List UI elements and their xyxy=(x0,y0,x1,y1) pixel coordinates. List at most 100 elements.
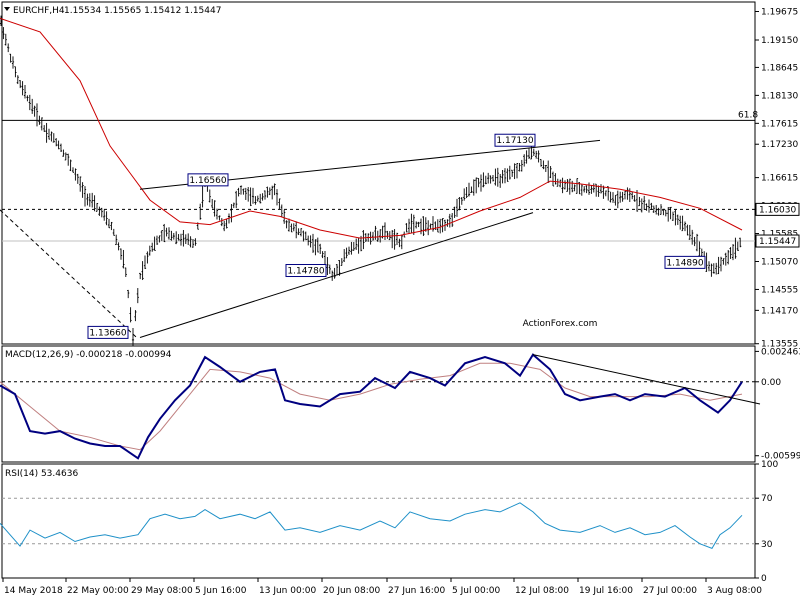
price-bar xyxy=(739,237,742,248)
price-bar xyxy=(271,185,274,200)
macd-ytick-label: 0.00 xyxy=(761,378,781,388)
price-ytick-label: 1.18645 xyxy=(761,63,798,73)
price-bar xyxy=(568,178,571,195)
price-bar xyxy=(371,231,375,241)
price-bar xyxy=(213,200,216,217)
price-bar xyxy=(441,218,444,233)
annotation-box-2 xyxy=(285,264,327,278)
price-bar xyxy=(561,177,564,194)
price-ytick-label: 1.18130 xyxy=(761,91,798,101)
price-bar xyxy=(530,144,533,160)
price-bar xyxy=(76,173,79,184)
price-bar xyxy=(544,165,547,172)
price-bar xyxy=(664,209,667,217)
price-bar xyxy=(285,220,288,229)
price-bar xyxy=(230,204,233,223)
price-bar xyxy=(465,186,468,199)
price-bar xyxy=(64,152,67,161)
annotation-box-3 xyxy=(87,325,129,339)
price-bar xyxy=(4,33,7,46)
level-1-16030-axis-label-box xyxy=(755,202,800,216)
price-ytick-label: 1.17230 xyxy=(761,140,798,150)
price-bar xyxy=(299,228,303,237)
price-bar xyxy=(417,221,420,228)
price-bar xyxy=(535,150,538,159)
price-bar xyxy=(407,218,411,234)
x-tick-label: 12 Jul 08:00 xyxy=(515,586,569,596)
price-bar xyxy=(467,182,471,197)
price-bar xyxy=(477,177,480,188)
price-ytick-label: 1.15070 xyxy=(761,257,798,267)
price-ytick-label: 1.14170 xyxy=(761,306,798,316)
price-bar xyxy=(676,214,679,225)
price-bar xyxy=(496,167,499,187)
price-bar xyxy=(436,219,439,233)
price-bar xyxy=(170,230,173,241)
price-bar xyxy=(182,230,185,247)
price-bar xyxy=(518,163,521,172)
price-bar xyxy=(326,257,329,276)
rsi-ytick-label: 0 xyxy=(761,574,767,584)
price-bar xyxy=(362,230,365,250)
price-bar xyxy=(278,198,281,210)
price-bar xyxy=(74,168,77,181)
price-bar xyxy=(19,80,22,89)
price-bar xyxy=(607,186,610,201)
price-bar xyxy=(247,187,250,202)
price-bar xyxy=(115,234,118,246)
price-bar xyxy=(566,179,569,192)
price-bar xyxy=(587,182,591,195)
price-bar xyxy=(604,190,607,197)
price-bar xyxy=(2,27,5,40)
rsi-ytick-label: 70 xyxy=(761,494,773,504)
price-bar xyxy=(667,207,670,222)
price-bar xyxy=(297,228,300,236)
price-bar xyxy=(674,209,677,226)
price-bar xyxy=(374,225,377,240)
price-bar xyxy=(50,131,53,142)
x-tick-label: 29 May 08:00 xyxy=(131,586,193,596)
price-bar xyxy=(715,262,718,275)
price-bar xyxy=(717,256,720,275)
price-bar xyxy=(412,214,415,235)
fib-61-8-label: 61.8 xyxy=(738,110,758,120)
price-bar xyxy=(110,221,113,231)
annotation-label-4: 1.14890 xyxy=(666,258,703,268)
price-bar xyxy=(155,235,159,245)
price-bar xyxy=(256,195,259,202)
last-price-axis-label: 1.15447 xyxy=(759,237,796,247)
price-bar xyxy=(494,168,497,186)
price-ytick-label: 1.13555 xyxy=(761,340,798,350)
price-bar xyxy=(287,218,291,232)
price-bar xyxy=(547,160,550,183)
price-bar xyxy=(35,103,39,127)
price-bar xyxy=(179,233,183,246)
price-bar xyxy=(705,252,708,272)
price-bar xyxy=(671,211,675,221)
price-bar xyxy=(415,221,418,229)
price-bar xyxy=(311,233,315,253)
price-bar xyxy=(479,174,483,192)
price-bar xyxy=(520,159,523,172)
price-bar xyxy=(235,190,238,209)
price-bar xyxy=(393,229,396,250)
price-bar xyxy=(633,195,636,202)
price-bar xyxy=(9,53,12,63)
price-bar xyxy=(669,206,672,220)
price-ytick-label: 1.19675 xyxy=(761,8,798,18)
price-bar xyxy=(647,199,651,213)
price-bar xyxy=(319,243,322,254)
price-bar xyxy=(429,223,432,230)
price-bar xyxy=(475,177,478,194)
price-bar xyxy=(69,159,72,172)
price-bar xyxy=(448,213,451,228)
price-bar xyxy=(163,223,166,243)
price-bar xyxy=(551,171,555,187)
price-bar xyxy=(451,213,454,227)
price-bar xyxy=(645,203,648,211)
price-bar xyxy=(542,160,545,170)
price-bar xyxy=(28,94,31,111)
price-bar xyxy=(160,230,163,241)
price-bar xyxy=(597,185,600,197)
dropdown-triangle-icon xyxy=(4,7,10,11)
